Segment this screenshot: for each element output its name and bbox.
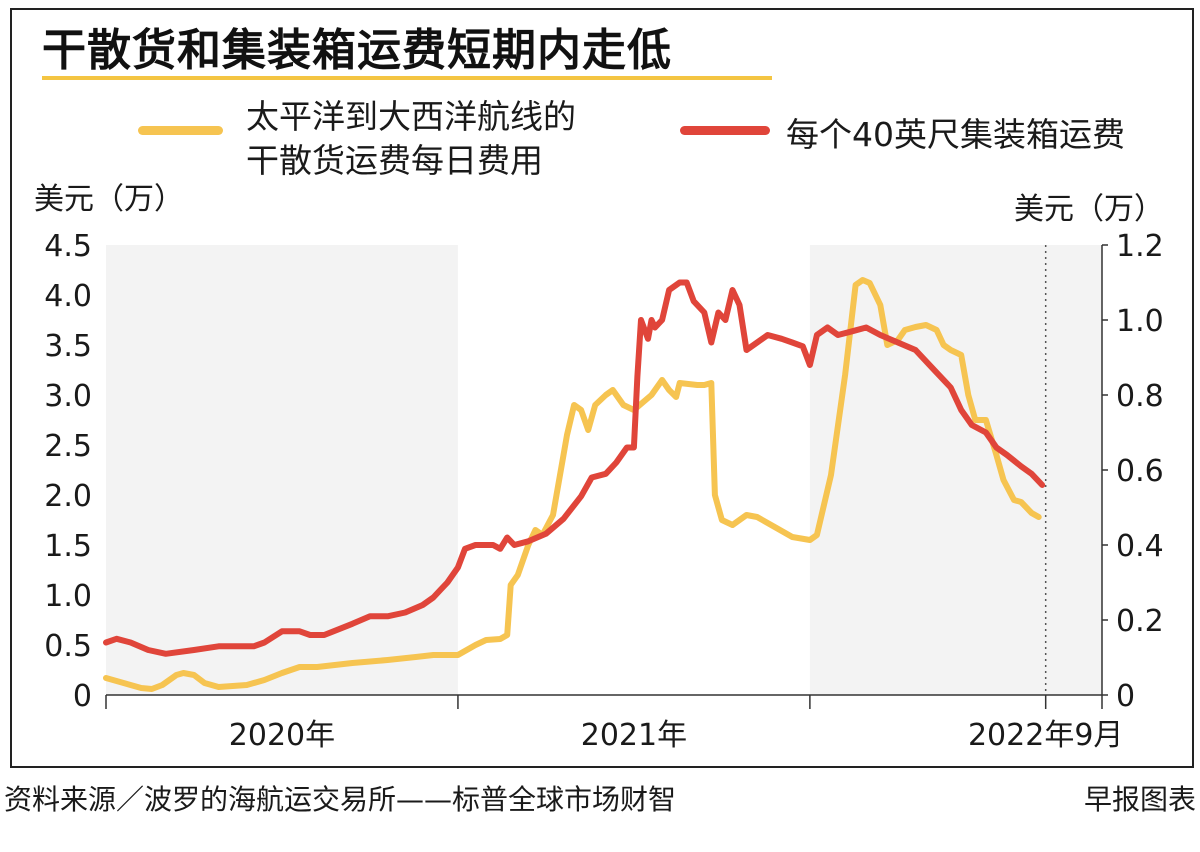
right-tick-label: 0.6 — [1116, 454, 1164, 489]
right-tick-label: 0.8 — [1116, 379, 1164, 414]
series-line-bulk — [103, 277, 1042, 692]
x-tick-label: 2020年 — [229, 718, 335, 753]
right-tick-label: 0.2 — [1116, 604, 1164, 639]
series-line-container — [103, 279, 1046, 657]
legend-swatch-container — [680, 126, 770, 135]
chart-frame — [10, 8, 1194, 768]
left-tick-label: 0 — [73, 679, 92, 714]
legend-swatch-bulk — [138, 126, 223, 135]
legend-label-bulk-line2: 干散货运费每日费用 — [246, 141, 543, 180]
source-note: 资料来源／波罗的海航运交易所——标普全球市场财智 — [4, 783, 677, 816]
legend-label-container: 每个40英尺集装箱运费 — [786, 115, 1125, 154]
right-tick-label: 0 — [1116, 679, 1135, 714]
right-axis-unit: 美元（万） — [1014, 192, 1164, 227]
title-underline — [42, 76, 772, 80]
x-tick-label: 2021年 — [581, 718, 687, 753]
left-tick-label: 2.0 — [44, 479, 92, 514]
left-tick-label: 3.0 — [44, 379, 92, 414]
left-tick-label: 1.0 — [44, 579, 92, 614]
chart-axes: 0 0.5 1.0 1.5 2.0 2.5 3.0 3.5 4.0 4.5 0 0.2 0.4 0.6 0.… — [44, 229, 1163, 753]
shaded-period-0 — [106, 245, 458, 695]
right-tick-label: 1.2 — [1116, 229, 1164, 264]
x-tick-label: 2022年9月 — [968, 718, 1123, 753]
left-tick-label: 1.5 — [44, 529, 92, 564]
left-tick-label: 4.0 — [44, 279, 92, 314]
right-tick-label: 0.4 — [1116, 529, 1164, 564]
left-tick-label: 2.5 — [44, 429, 92, 464]
left-tick-label: 0.5 — [44, 629, 92, 664]
shaded-period-1 — [809, 245, 1102, 695]
right-tick-label: 1.0 — [1116, 304, 1164, 339]
shaded-periods — [106, 245, 1102, 695]
left-tick-label: 3.5 — [44, 329, 92, 364]
left-axis-unit: 美元（万） — [34, 182, 184, 217]
series-lines — [103, 277, 1046, 692]
left-tick-label: 4.5 — [44, 229, 92, 264]
legend-label-bulk-line1: 太平洋到大西洋航线的 — [246, 97, 576, 136]
credit-note: 早报图表 — [1083, 783, 1196, 816]
chart-title: 干散货和集装箱运费短期内走低 — [42, 25, 672, 76]
